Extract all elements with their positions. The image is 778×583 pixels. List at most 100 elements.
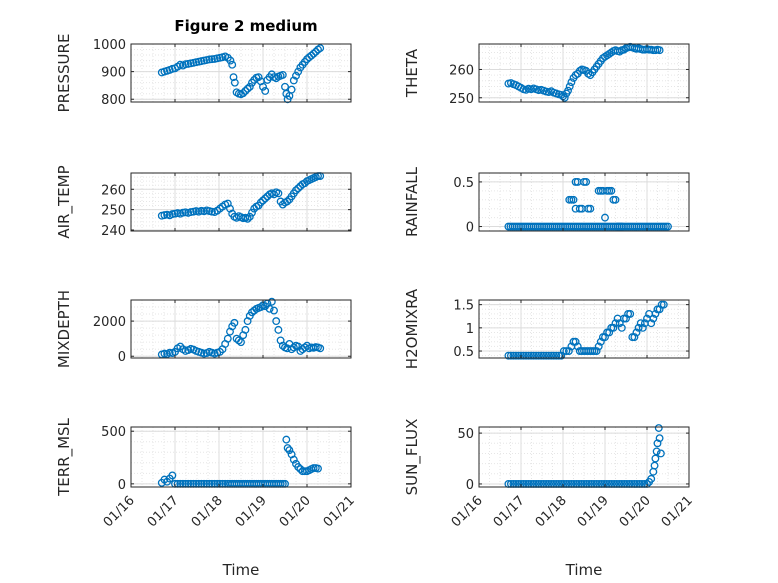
data-point — [285, 446, 294, 455]
data-point — [504, 351, 513, 360]
data-point — [617, 222, 626, 231]
figure-title: Figure 2 medium — [174, 17, 317, 35]
data-point — [611, 319, 620, 328]
grid — [478, 44, 690, 102]
data-point — [565, 82, 574, 91]
data-point — [241, 87, 250, 95]
data-point — [509, 351, 518, 360]
data-point — [636, 319, 645, 328]
y-tick-label: 1.5 — [453, 299, 474, 314]
axes-box — [478, 172, 690, 232]
data-point — [283, 197, 292, 206]
data-point — [582, 177, 591, 186]
data-point — [272, 74, 281, 83]
y-tick-label: 2000 — [93, 315, 126, 330]
data-point — [547, 351, 556, 360]
data-point — [245, 82, 254, 91]
x-axis-label: Time — [222, 561, 260, 579]
data-point — [571, 337, 580, 346]
data-point — [534, 351, 543, 360]
y-axis-label: RAINFALL — [403, 166, 421, 237]
subplot-8: 0 50 SUN_FLUX 01/16 01/17 01/18 01/19 01/20 01/2… — [403, 419, 696, 579]
y-tick-label: 0.5 — [453, 176, 474, 191]
data-point — [314, 464, 322, 473]
data-point — [283, 444, 292, 453]
y-axis-label: AIR_TEMP — [55, 165, 74, 238]
axes-box — [130, 172, 352, 232]
y-tick-label: 0.5 — [453, 345, 474, 360]
data-point — [562, 347, 571, 355]
data-point — [287, 85, 296, 94]
data-point — [653, 439, 662, 448]
data-point — [289, 343, 298, 352]
data-markers — [504, 42, 664, 102]
grid — [130, 172, 352, 231]
y-axis-label: H2OMIXRA — [403, 288, 421, 369]
data-point — [256, 303, 265, 311]
subplot-5: 0 2000 MIXDEPTH — [55, 290, 352, 368]
x-tick-label: 01/19 — [575, 493, 612, 530]
data-point — [316, 44, 325, 53]
data-point — [294, 463, 303, 471]
data-point — [564, 86, 572, 95]
subplot-4: 0 0.5 RAINFALL — [403, 166, 690, 237]
axes-box — [130, 43, 352, 103]
x-tick-label: 01/21 — [659, 493, 696, 530]
data-point — [274, 325, 283, 334]
data-point — [272, 317, 281, 326]
y-axis-label: TERR_MSL — [55, 417, 74, 496]
y-axis-label: MIXDEPTH — [55, 290, 73, 368]
data-point — [243, 214, 252, 223]
data-point — [292, 186, 300, 195]
data-point — [592, 347, 601, 355]
data-point — [316, 344, 325, 353]
x-tick-label: 01/20 — [617, 493, 654, 530]
data-point — [655, 46, 664, 55]
axes-box — [478, 43, 690, 103]
x-tick-label: 01/18 — [189, 493, 226, 530]
data-point — [634, 323, 643, 332]
data-point — [567, 78, 576, 87]
data-point — [656, 449, 665, 458]
subplot-3: 240 250 260 AIR_TEMP — [55, 165, 352, 239]
data-point — [519, 351, 528, 360]
data-point — [181, 60, 190, 69]
data-point — [569, 195, 578, 204]
data-point — [654, 424, 663, 432]
data-point — [230, 318, 239, 327]
data-point — [261, 87, 270, 95]
data-point — [626, 309, 635, 318]
x-tick-label: 01/17 — [491, 493, 528, 530]
data-point — [647, 474, 656, 483]
data-point — [228, 60, 237, 69]
data-point — [239, 89, 248, 98]
data-point — [659, 300, 668, 309]
data-point — [601, 333, 609, 342]
data-point — [256, 198, 265, 207]
data-point — [573, 342, 582, 351]
data-point — [241, 325, 250, 334]
data-point — [265, 304, 274, 313]
data-point — [226, 56, 235, 65]
data-point — [544, 351, 553, 360]
axes-box — [130, 426, 352, 488]
data-point — [542, 351, 551, 360]
y-tick-label: 50 — [457, 427, 474, 442]
data-point — [586, 204, 595, 213]
data-point — [294, 67, 303, 76]
grid — [478, 300, 690, 358]
x-axis-label: Time — [565, 561, 603, 579]
data-point — [259, 82, 267, 91]
y-tick-label: 1 — [466, 322, 474, 337]
data-point — [527, 351, 536, 360]
data-point — [229, 73, 238, 82]
y-tick-label: 500 — [101, 425, 126, 440]
data-point — [655, 305, 664, 314]
data-point — [267, 297, 276, 306]
data-point — [529, 351, 538, 360]
x-tick-label: 01/21 — [321, 493, 358, 530]
data-point — [651, 454, 660, 463]
data-point — [309, 464, 318, 473]
